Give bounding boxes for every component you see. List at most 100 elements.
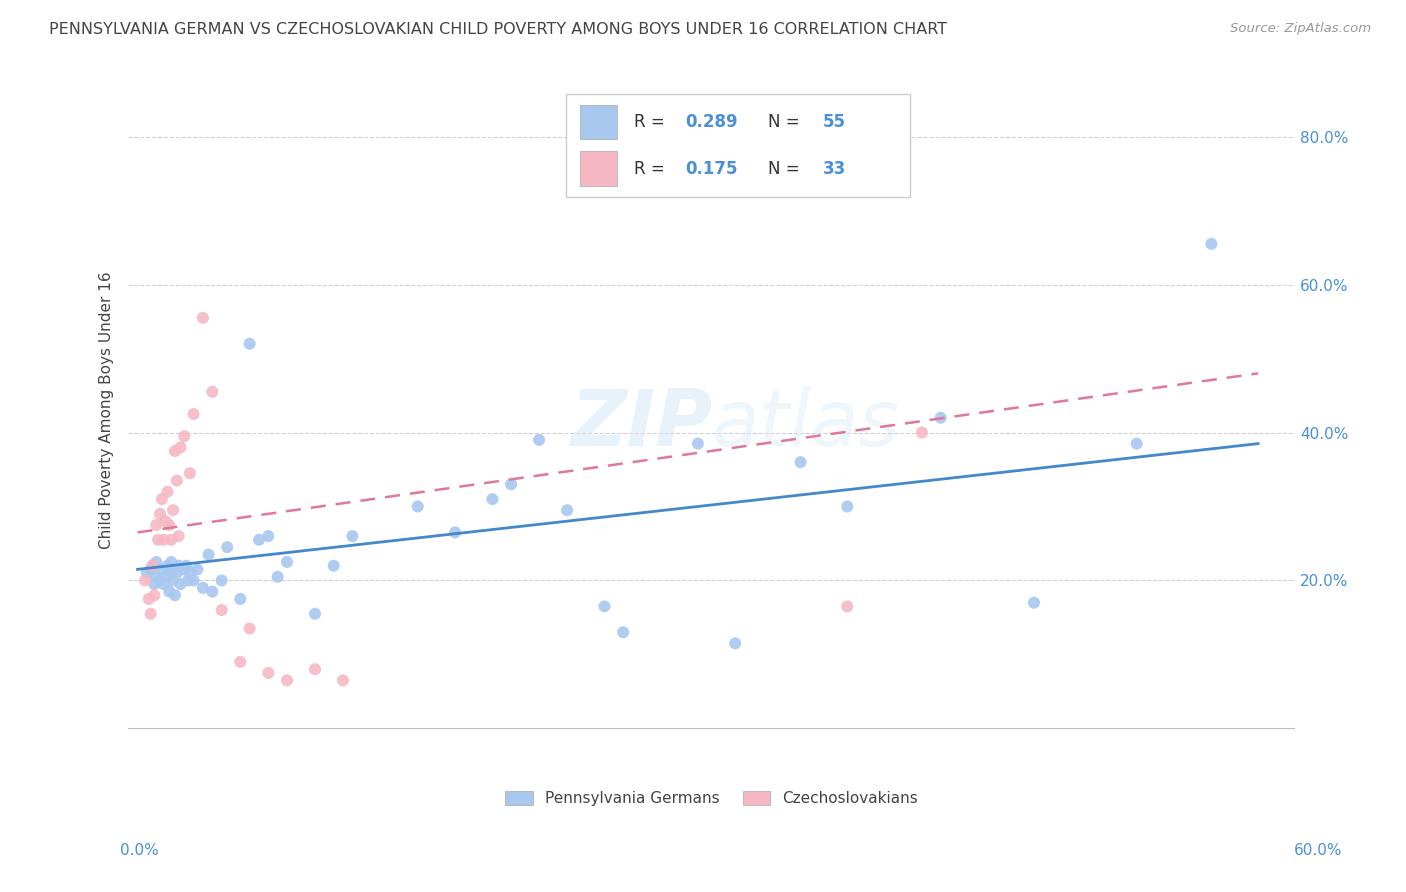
Text: Source: ZipAtlas.com: Source: ZipAtlas.com (1230, 22, 1371, 36)
Point (179, 566, 201, 580)
Point (406, 500, 429, 514)
Point (304, 607, 326, 621)
Point (342, 529, 364, 543)
Point (239, 336, 262, 351)
Point (911, 425, 934, 440)
Point (211, 574, 233, 588)
Point (183, 407, 205, 421)
Point (152, 533, 174, 547)
Point (149, 507, 172, 521)
Point (837, 599, 859, 614)
Point (146, 533, 169, 547)
Point (229, 591, 252, 606)
Point (186, 562, 208, 576)
Point (527, 433, 550, 447)
Point (145, 518, 167, 533)
Point (143, 577, 166, 591)
Point (197, 548, 219, 562)
Point (247, 533, 270, 547)
Point (789, 455, 811, 469)
Point (257, 529, 280, 543)
Point (160, 533, 183, 547)
FancyBboxPatch shape (579, 152, 617, 186)
Point (593, 599, 616, 614)
Point (150, 562, 173, 576)
Point (211, 603, 233, 617)
Point (173, 562, 195, 576)
Text: 0.0%: 0.0% (120, 843, 159, 858)
Point (174, 558, 197, 573)
FancyBboxPatch shape (567, 94, 910, 197)
Point (155, 570, 177, 584)
Point (134, 574, 156, 588)
Point (145, 555, 167, 569)
Point (179, 466, 201, 480)
Text: 0.289: 0.289 (685, 113, 738, 131)
Point (239, 622, 262, 636)
Text: N =: N = (768, 160, 804, 178)
Point (217, 540, 239, 554)
Point (229, 655, 252, 669)
Point (332, 673, 354, 688)
Point (266, 570, 288, 584)
Point (138, 591, 160, 606)
Point (1201, 236, 1223, 251)
Point (322, 558, 344, 573)
Point (157, 518, 180, 533)
Point (166, 474, 188, 488)
Text: R =: R = (634, 113, 669, 131)
Point (167, 558, 190, 573)
Point (156, 484, 179, 499)
Point (304, 662, 326, 676)
Point (152, 577, 174, 591)
Point (929, 410, 952, 425)
Point (163, 444, 186, 458)
Point (155, 514, 177, 528)
Text: R =: R = (634, 160, 669, 178)
Point (191, 581, 214, 595)
Point (1125, 436, 1147, 450)
Point (157, 584, 180, 599)
Y-axis label: Child Poverty Among Boys Under 16: Child Poverty Among Boys Under 16 (100, 271, 114, 549)
Text: atlas: atlas (711, 385, 900, 462)
Text: 0.175: 0.175 (685, 160, 738, 178)
Point (686, 436, 709, 450)
Point (276, 555, 298, 569)
Point (724, 636, 747, 650)
Point (501, 477, 523, 491)
Point (163, 588, 186, 602)
FancyBboxPatch shape (579, 104, 617, 139)
Point (201, 384, 224, 399)
Point (257, 665, 280, 680)
Point (183, 574, 205, 588)
Point (150, 492, 173, 507)
Point (276, 673, 298, 688)
Point (162, 503, 184, 517)
Point (139, 607, 162, 621)
Legend: Pennsylvania Germans, Czechoslovakians: Pennsylvania Germans, Czechoslovakians (499, 785, 924, 812)
Point (191, 310, 214, 325)
Point (837, 500, 859, 514)
Text: ZIP: ZIP (569, 385, 711, 462)
Point (169, 577, 191, 591)
Point (143, 588, 166, 602)
Point (612, 625, 634, 640)
Point (156, 558, 179, 573)
Point (166, 566, 188, 580)
Point (160, 566, 183, 580)
Point (145, 570, 167, 584)
Text: PENNSYLVANIA GERMAN VS CZECHOSLOVAKIAN CHILD POVERTY AMONG BOYS UNDER 16 CORRELA: PENNSYLVANIA GERMAN VS CZECHOSLOVAKIAN C… (49, 22, 948, 37)
Point (135, 566, 157, 580)
Point (1022, 596, 1045, 610)
Point (481, 492, 503, 507)
Point (141, 558, 163, 573)
Point (444, 525, 467, 540)
Text: N =: N = (768, 113, 804, 131)
Point (555, 503, 578, 517)
Point (169, 440, 191, 454)
Point (177, 574, 200, 588)
Text: 60.0%: 60.0% (1295, 843, 1343, 858)
Point (162, 574, 184, 588)
Point (160, 555, 183, 569)
Point (173, 429, 195, 443)
